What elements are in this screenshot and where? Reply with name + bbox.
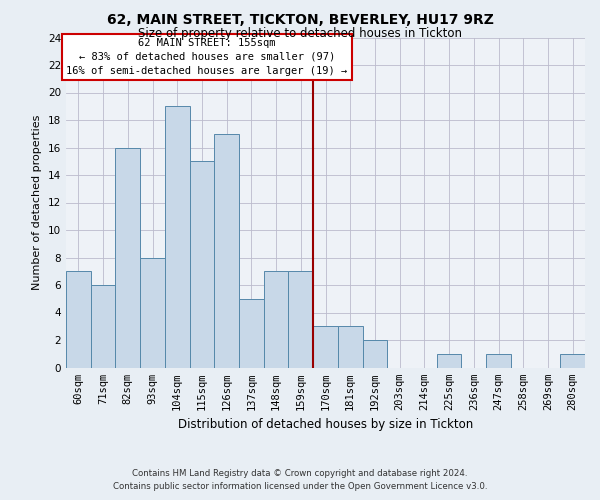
Bar [115, 148, 140, 368]
Bar [190, 161, 214, 368]
Text: 62 MAIN STREET: 155sqm
← 83% of detached houses are smaller (97)
16% of semi-det: 62 MAIN STREET: 155sqm ← 83% of detached… [66, 38, 347, 76]
Bar [165, 106, 190, 368]
Bar [140, 258, 165, 368]
Bar [437, 354, 461, 368]
Bar [486, 354, 511, 368]
Bar [239, 298, 264, 368]
Bar [214, 134, 239, 368]
Bar [362, 340, 387, 367]
Text: Contains HM Land Registry data © Crown copyright and database right 2024.
Contai: Contains HM Land Registry data © Crown c… [113, 470, 487, 491]
Text: Size of property relative to detached houses in Tickton: Size of property relative to detached ho… [138, 28, 462, 40]
Bar [338, 326, 362, 368]
Bar [560, 354, 585, 368]
Bar [66, 271, 91, 368]
Bar [313, 326, 338, 368]
Bar [289, 271, 313, 368]
Bar [264, 271, 289, 368]
Y-axis label: Number of detached properties: Number of detached properties [32, 115, 43, 290]
X-axis label: Distribution of detached houses by size in Tickton: Distribution of detached houses by size … [178, 418, 473, 431]
Bar [91, 285, 115, 368]
Text: 62, MAIN STREET, TICKTON, BEVERLEY, HU17 9RZ: 62, MAIN STREET, TICKTON, BEVERLEY, HU17… [107, 12, 493, 26]
